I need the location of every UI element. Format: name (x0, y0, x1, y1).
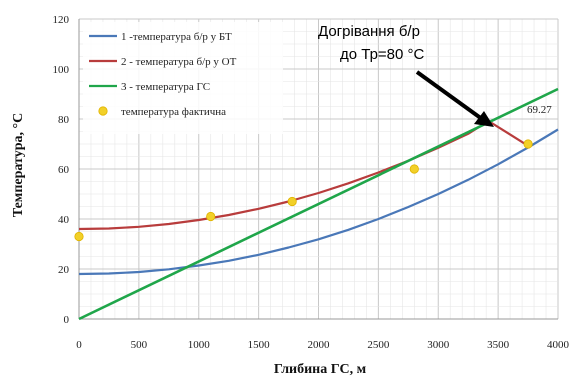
series-line-3 (78, 87, 559, 321)
x-tick-label: 500 (131, 339, 148, 351)
legend-label: 3 - температура ГС (121, 81, 210, 93)
tick-labels: 0 500 1000 1500 2000 2500 3000 3500 4000 0 20 40 60 8… (53, 14, 570, 351)
legend-label: 1 -температура б/р у БТ (121, 31, 232, 43)
legend: 1 -температура б/р у БТ 2 - температура б… (83, 22, 283, 134)
x-axis-title: Глибина ГС, м (274, 362, 367, 377)
legend-swatch-marker (98, 106, 108, 116)
y-axis-title: Температура, °С (11, 113, 26, 217)
x-tick-label: 4000 (547, 339, 570, 351)
annotation-line-2: до Тр=80 °С (340, 46, 425, 63)
data-point-marker (523, 139, 533, 149)
x-tick-label: 0 (76, 339, 82, 351)
y-tick-label: 20 (58, 264, 70, 276)
annotations: Догрівання б/р до Тр=80 °С 69.27 (318, 23, 552, 127)
data-point-marker (409, 164, 419, 174)
y-tick-label: 0 (64, 314, 70, 326)
data-point-marker (74, 231, 84, 242)
series-line-2 (78, 119, 529, 231)
annotation-arrow-shaft (415, 70, 484, 121)
x-tick-label: 2000 (308, 339, 331, 351)
legend-box (83, 22, 283, 134)
y-tick-label: 60 (58, 164, 70, 176)
series-line-1 (78, 128, 559, 276)
series-layer (78, 87, 559, 321)
data-point-marker (206, 211, 216, 222)
data-point-marker (287, 196, 297, 207)
legend-label: 2 - температура б/р у ОТ (121, 56, 237, 68)
y-tick-label: 120 (53, 14, 70, 26)
x-tick-label: 3000 (427, 339, 450, 351)
axes (78, 19, 558, 320)
x-tick-label: 3500 (487, 339, 510, 351)
legend-label: температура фактична (121, 106, 226, 118)
x-tick-label: 1500 (248, 339, 271, 351)
x-tick-label: 2500 (367, 339, 390, 351)
x-tick-label: 1000 (188, 339, 211, 351)
annotation-arrow-head (474, 111, 494, 127)
y-tick-label: 40 (58, 214, 70, 226)
annotation-line-1: Догрівання б/р (318, 23, 420, 40)
y-tick-label: 80 (58, 114, 70, 126)
annotation-value-label: 69.27 (527, 104, 552, 116)
y-tick-label: 100 (53, 64, 70, 76)
markers-layer (74, 139, 533, 242)
